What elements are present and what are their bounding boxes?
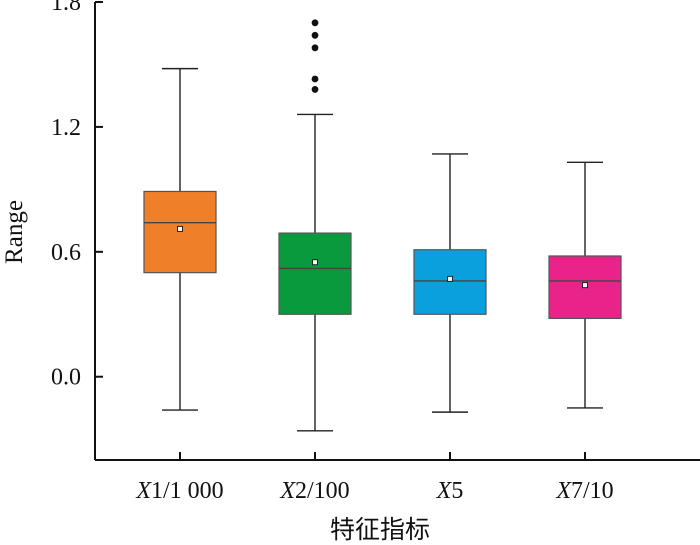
y-tick-label: 1.2 (51, 115, 81, 141)
outlier-point (311, 31, 319, 39)
outlier-point (311, 86, 319, 93)
x-tick-label: X5 (436, 478, 464, 504)
x-tick-label: X1/1 000 (135, 478, 223, 504)
boxes (143, 19, 622, 432)
mean-marker (312, 259, 318, 266)
mean-marker (177, 225, 183, 232)
iqr-box (143, 190, 217, 274)
y-tick-label: 1.8 (51, 0, 81, 16)
box-3 (413, 153, 487, 413)
outlier-point (311, 19, 319, 27)
x-tick-label: X2/100 (279, 478, 349, 504)
y-tick-label: 0.0 (51, 365, 81, 391)
outlier-point (311, 44, 319, 52)
x-tick-label: X7/10 (555, 478, 613, 504)
outlier-point (311, 75, 319, 83)
x-ticks: X1/1 000 X2/100 X5 X7/10 (135, 452, 614, 504)
box-1 (143, 67, 217, 411)
x-axis-title: 特征指标 (330, 516, 430, 544)
mean-marker (447, 275, 453, 282)
box-4 (548, 161, 622, 409)
iqr-box (413, 249, 487, 315)
y-tick-label: 0.6 (51, 240, 81, 266)
y-ticks: 0.0 0.6 1.2 1.8 (51, 0, 103, 391)
axes (94, 2, 700, 461)
box-2 (278, 19, 352, 432)
y-axis-title: Range (1, 200, 28, 264)
mean-marker (582, 282, 588, 289)
iqr-box (278, 232, 352, 315)
